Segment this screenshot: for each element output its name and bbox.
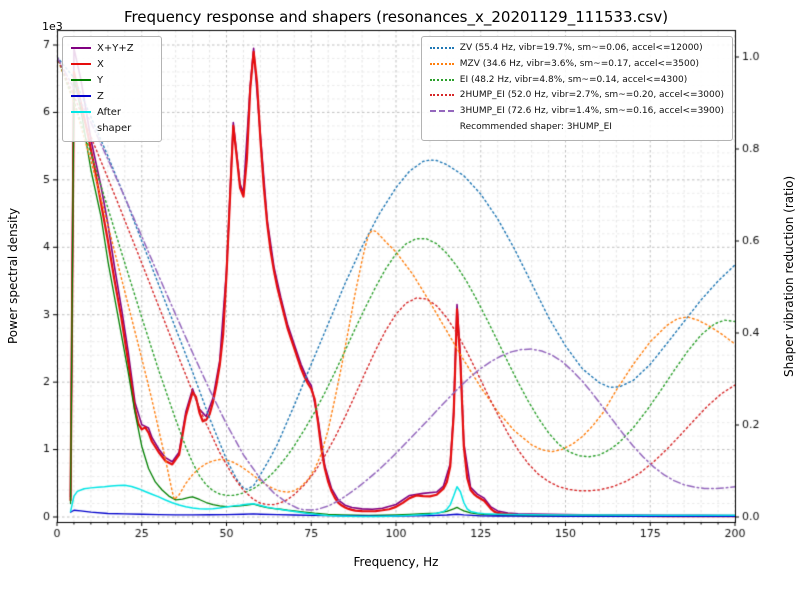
legend-label: 3HUMP_EI (72.6 Hz, vibr=1.4%, sm~=0.16, … [459,106,724,116]
y-left-offset-text: 1e3 [42,20,63,33]
legend-label: Z [97,91,104,102]
legend-item: Z [71,89,153,105]
x-axis-label: Frequency, Hz [353,555,439,569]
legend-line-sample [429,78,454,81]
legend-line-sample [429,110,454,112]
chart-title: Frequency response and shapers (resonanc… [123,8,669,26]
legend-line-sample [71,47,91,49]
legend-label: Y [97,75,104,86]
legend-label: Recommended shaper: 3HUMP_EI [459,121,612,132]
y-right-axis-label: Shaper vibration reduction (ratio) [782,175,796,377]
y-left-axis-label: Power spectral density [6,207,20,345]
legend-item: ZV (55.4 Hz, vibr=19.7%, sm~=0.06, accel… [429,41,724,57]
legend-line-sample [71,111,91,113]
legend-item: Recommended shaper: 3HUMP_EI [430,120,724,136]
legend-item: 2HUMP_EI (52.0 Hz, vibr=2.7%, sm~=0.20, … [429,88,724,104]
legend-label: ZV (55.4 Hz, vibr=19.7%, sm~=0.06, accel… [459,43,703,53]
legend-label: EI (48.2 Hz, vibr=4.8%, sm~=0.14, accel<… [459,74,688,85]
legend-line-sample [71,63,91,65]
legend-label: 2HUMP_EI (52.0 Hz, vibr=2.7%, sm~=0.20, … [459,90,724,101]
legend-item: EI (48.2 Hz, vibr=4.8%, sm~=0.14, accel<… [429,73,724,89]
legend-line-sample [429,62,454,65]
legend-line-sample [71,95,91,97]
legend-item: X [71,57,153,73]
legend-item: MZV (34.6 Hz, vibr=3.6%, sm~=0.17, accel… [429,57,724,73]
legend-label: X+Y+Z [97,43,134,54]
legend-label: MZV (34.6 Hz, vibr=3.6%, sm~=0.17, accel… [459,58,699,69]
legend-label: X [97,59,104,70]
legend-line-sample [429,94,454,97]
legend-item: 3HUMP_EI (72.6 Hz, vibr=1.4%, sm~=0.16, … [429,104,724,120]
legend-item: X+Y+Z [71,41,153,57]
psd-legend: X+Y+Z X Y Z After shaper [62,36,162,142]
legend-line-sample [429,47,454,49]
legend-item: After shaper [71,105,153,137]
legend-item: Y [71,73,153,89]
legend-label: After shaper [97,107,132,134]
shaper-legend: ZV (55.4 Hz, vibr=19.7%, sm~=0.06, accel… [420,36,733,141]
legend-line-sample [71,79,91,81]
